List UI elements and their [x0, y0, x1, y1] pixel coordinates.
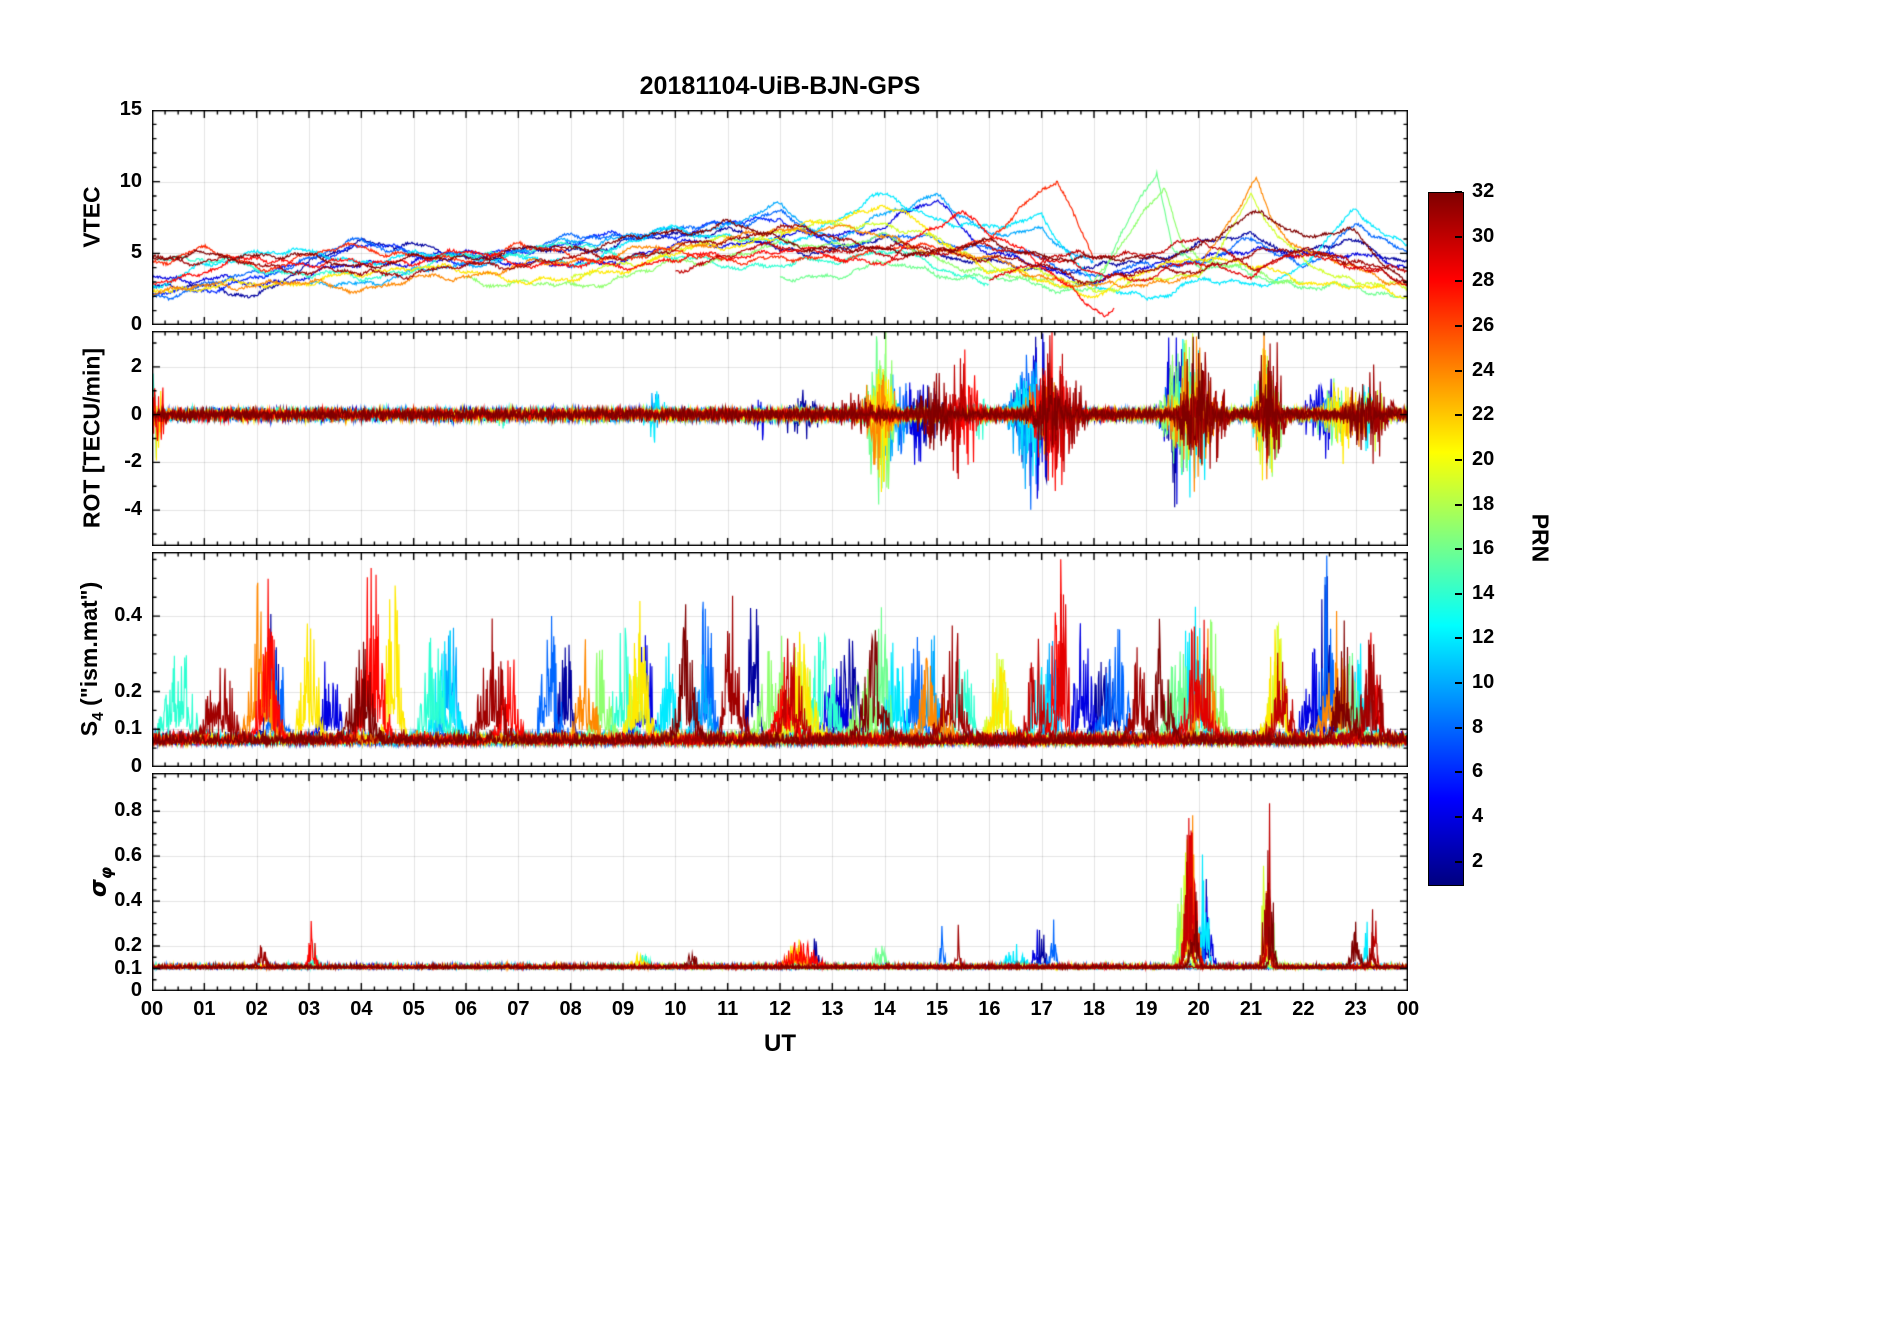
vtec-panel-canvas — [152, 110, 1408, 325]
x-tick-label: 14 — [873, 998, 896, 1020]
chart-title: 20181104-UiB-BJN-GPS — [639, 72, 921, 100]
colorbar-tick-label: 32 — [1472, 180, 1495, 202]
colorbar-tick-label: 12 — [1472, 626, 1495, 649]
colorbar-tick-label: 20 — [1472, 447, 1495, 470]
y-tick-label: 0.1 — [114, 717, 142, 740]
colorbar-tick-label: 24 — [1472, 358, 1495, 381]
colorbar-tick-mark — [1455, 860, 1462, 863]
y-tick-label: 0.1 — [114, 956, 142, 979]
x-tick-label: 07 — [507, 998, 530, 1020]
x-tick-label: 04 — [350, 998, 373, 1020]
colorbar-tick-label: 4 — [1472, 805, 1484, 828]
colorbar-tick-mark — [1455, 637, 1462, 640]
y-tick-label: 0 — [130, 313, 142, 335]
colorbar-tick-label: 8 — [1472, 715, 1484, 738]
s4-panel-canvas — [152, 552, 1408, 767]
x-tick-label: 16 — [978, 998, 1001, 1020]
colorbar-tick-mark — [1455, 191, 1462, 193]
x-tick-label: 01 — [193, 998, 216, 1020]
x-tick-label: 17 — [1030, 998, 1053, 1020]
y-tick-label: 0.8 — [114, 799, 142, 822]
x-tick-label: 10 — [664, 998, 687, 1020]
ut-axis-label: UT — [764, 1030, 796, 1057]
x-tick-label: 03 — [297, 998, 321, 1020]
y-tick-label: 0 — [130, 402, 142, 425]
x-tick-label: 05 — [402, 998, 425, 1020]
sigma-phi-panel-canvas — [152, 773, 1408, 991]
x-tick-label: 08 — [559, 998, 582, 1020]
x-tick-label: 22 — [1292, 998, 1315, 1020]
colorbar-tick-mark — [1455, 369, 1462, 372]
colorbar-tick-label: 26 — [1472, 313, 1495, 336]
colorbar-tick-mark — [1455, 682, 1462, 685]
colorbar-tick-label: 30 — [1472, 224, 1495, 247]
x-tick-label: 15 — [925, 998, 949, 1020]
y-tick-label: -4 — [124, 498, 142, 521]
colorbar-tick-label: 16 — [1472, 537, 1495, 560]
colorbar-tick-mark — [1455, 503, 1462, 506]
colorbar-tick-mark — [1455, 235, 1462, 238]
colorbar-tick-mark — [1455, 771, 1462, 774]
colorbar-tick-label: 2 — [1472, 849, 1484, 872]
y-tick-label: 0.2 — [114, 934, 142, 957]
x-tick-label: 06 — [454, 998, 478, 1020]
y-tick-label: 0.2 — [114, 679, 142, 702]
colorbar-tick-label: 6 — [1472, 760, 1484, 783]
colorbar-tick-label: 28 — [1472, 269, 1495, 292]
y-tick-label: 0 — [130, 979, 142, 1001]
y-tick-label: -2 — [124, 450, 142, 473]
x-tick-label: 00 — [1396, 998, 1420, 1020]
x-tick-label: 20 — [1187, 998, 1210, 1020]
colorbar-label: PRN — [1527, 513, 1554, 563]
y-tick-label: 15 — [119, 98, 142, 120]
colorbar-tick-mark — [1455, 458, 1462, 461]
vtec-axis-label: VTEC — [78, 186, 105, 248]
x-tick-label: 23 — [1344, 998, 1367, 1020]
y-tick-label: 0 — [130, 755, 142, 777]
colorbar-tick-mark — [1455, 324, 1462, 327]
x-tick-label: 13 — [821, 998, 844, 1020]
x-tick-label: 12 — [768, 998, 792, 1020]
colorbar-tick-label: 22 — [1472, 403, 1495, 426]
y-tick-label: 0.6 — [114, 844, 142, 867]
x-tick-label: 02 — [245, 998, 268, 1020]
colorbar-tick-mark — [1455, 592, 1462, 595]
x-tick-label: 18 — [1082, 998, 1106, 1020]
colorbar-tick-mark — [1455, 726, 1462, 729]
x-tick-label: 00 — [140, 998, 164, 1020]
prn-colorbar — [1428, 192, 1464, 886]
colorbar-tick-mark — [1455, 414, 1462, 417]
x-tick-label: 19 — [1135, 998, 1158, 1020]
colorbar-tick-mark — [1455, 280, 1462, 283]
colorbar-tick-mark — [1455, 816, 1462, 819]
x-tick-label: 11 — [717, 998, 739, 1020]
y-tick-label: 10 — [119, 169, 142, 192]
y-tick-label: 5 — [130, 241, 142, 264]
y-tick-label: 0.4 — [114, 604, 142, 627]
y-tick-label: 0.4 — [114, 889, 142, 912]
colorbar-tick-mark — [1455, 548, 1462, 551]
x-tick-label: 09 — [611, 998, 635, 1020]
x-tick-label: 21 — [1239, 998, 1263, 1020]
colorbar-tick-label: 18 — [1472, 492, 1495, 515]
colorbar-tick-label: 14 — [1472, 581, 1495, 604]
y-tick-label: 2 — [130, 354, 142, 377]
colorbar-tick-label: 10 — [1472, 671, 1495, 694]
rot-panel-canvas — [152, 331, 1408, 546]
